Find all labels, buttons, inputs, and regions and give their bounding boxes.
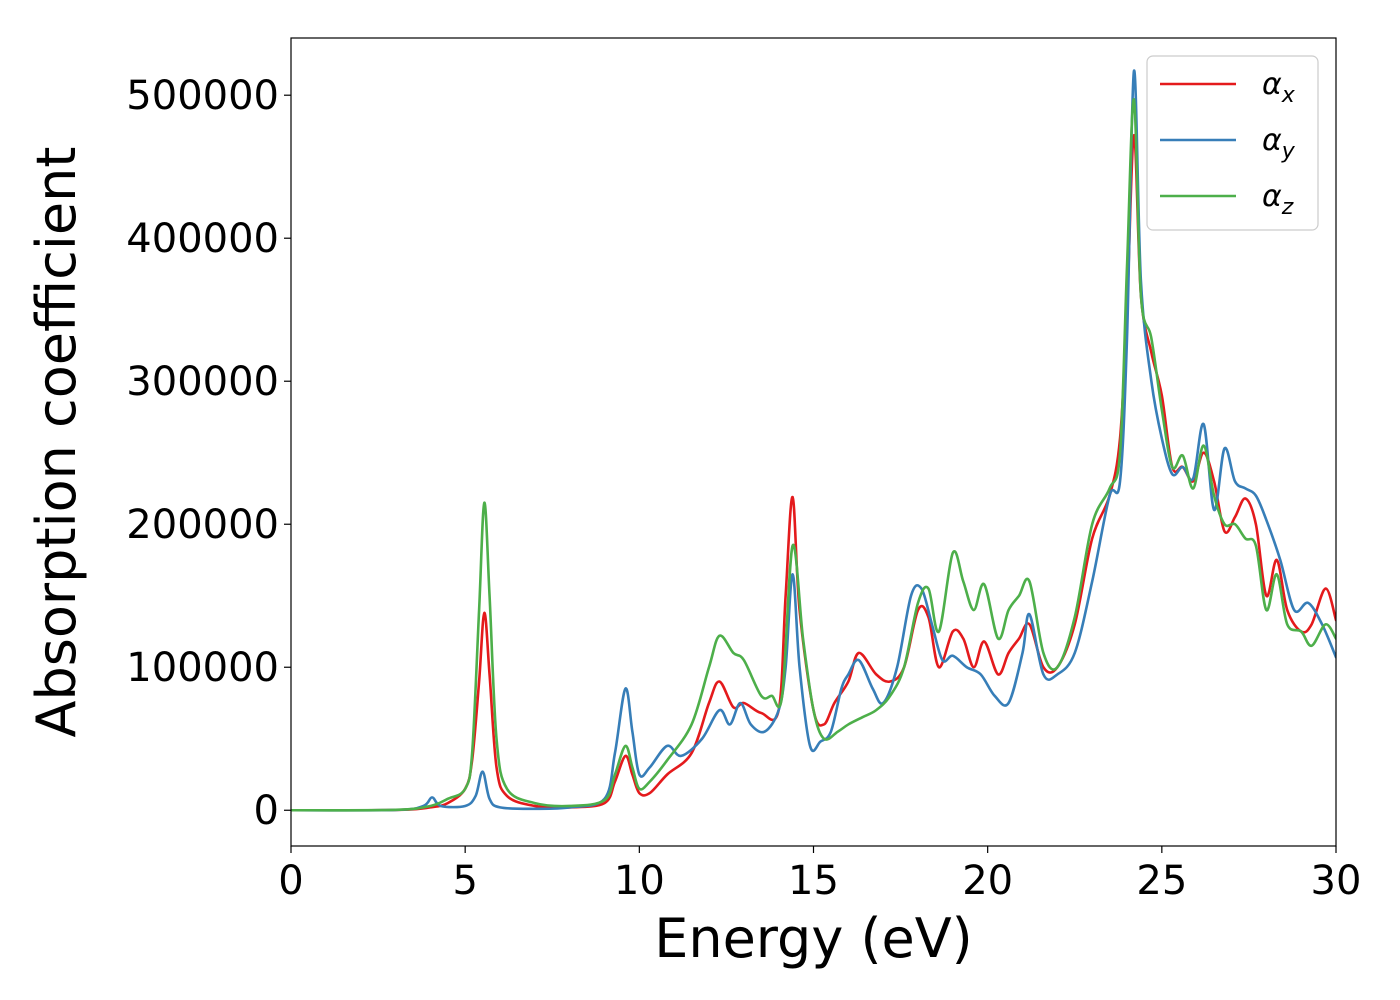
y-tick-label: 300000: [126, 359, 279, 405]
series-layer: [291, 69, 1336, 812]
series-line-y: [291, 69, 1336, 812]
y-axis-title: Absorption coefficient: [25, 147, 88, 738]
series-line-z: [291, 98, 1336, 812]
y-tick-label: 200000: [126, 502, 279, 548]
legend-label-y: αy: [1262, 123, 1296, 164]
x-tick-label: 10: [614, 858, 665, 904]
legend-label-x: αx: [1262, 67, 1296, 108]
y-tick-label: 0: [254, 788, 279, 834]
legend-symbol: α: [1262, 179, 1282, 214]
legend-symbol: α: [1262, 123, 1282, 158]
x-tick-label: 25: [1136, 858, 1187, 904]
y-tick-label: 400000: [126, 216, 279, 262]
x-tick-label: 0: [278, 858, 303, 904]
legend-subscript: y: [1281, 139, 1296, 164]
y-tick-label: 100000: [126, 645, 279, 691]
legend-box: [1146, 55, 1319, 231]
x-tick-label: 15: [788, 858, 839, 904]
x-axis-title: Energy (eV): [654, 907, 973, 970]
legend-subscript: x: [1281, 83, 1296, 108]
y-tick-label: 500000: [126, 73, 279, 119]
legend-subscript: z: [1281, 195, 1294, 220]
x-tick-label: 30: [1311, 858, 1362, 904]
x-tick-label: 5: [452, 858, 477, 904]
legend-symbol: α: [1262, 67, 1282, 102]
x-axis: 0 5 10 15 20 25 30: [278, 846, 1361, 904]
y-axis: 0 100000 200000 300000 400000 500000: [126, 73, 291, 834]
x-tick-label: 20: [962, 858, 1013, 904]
legend-label-z: αz: [1262, 179, 1294, 220]
